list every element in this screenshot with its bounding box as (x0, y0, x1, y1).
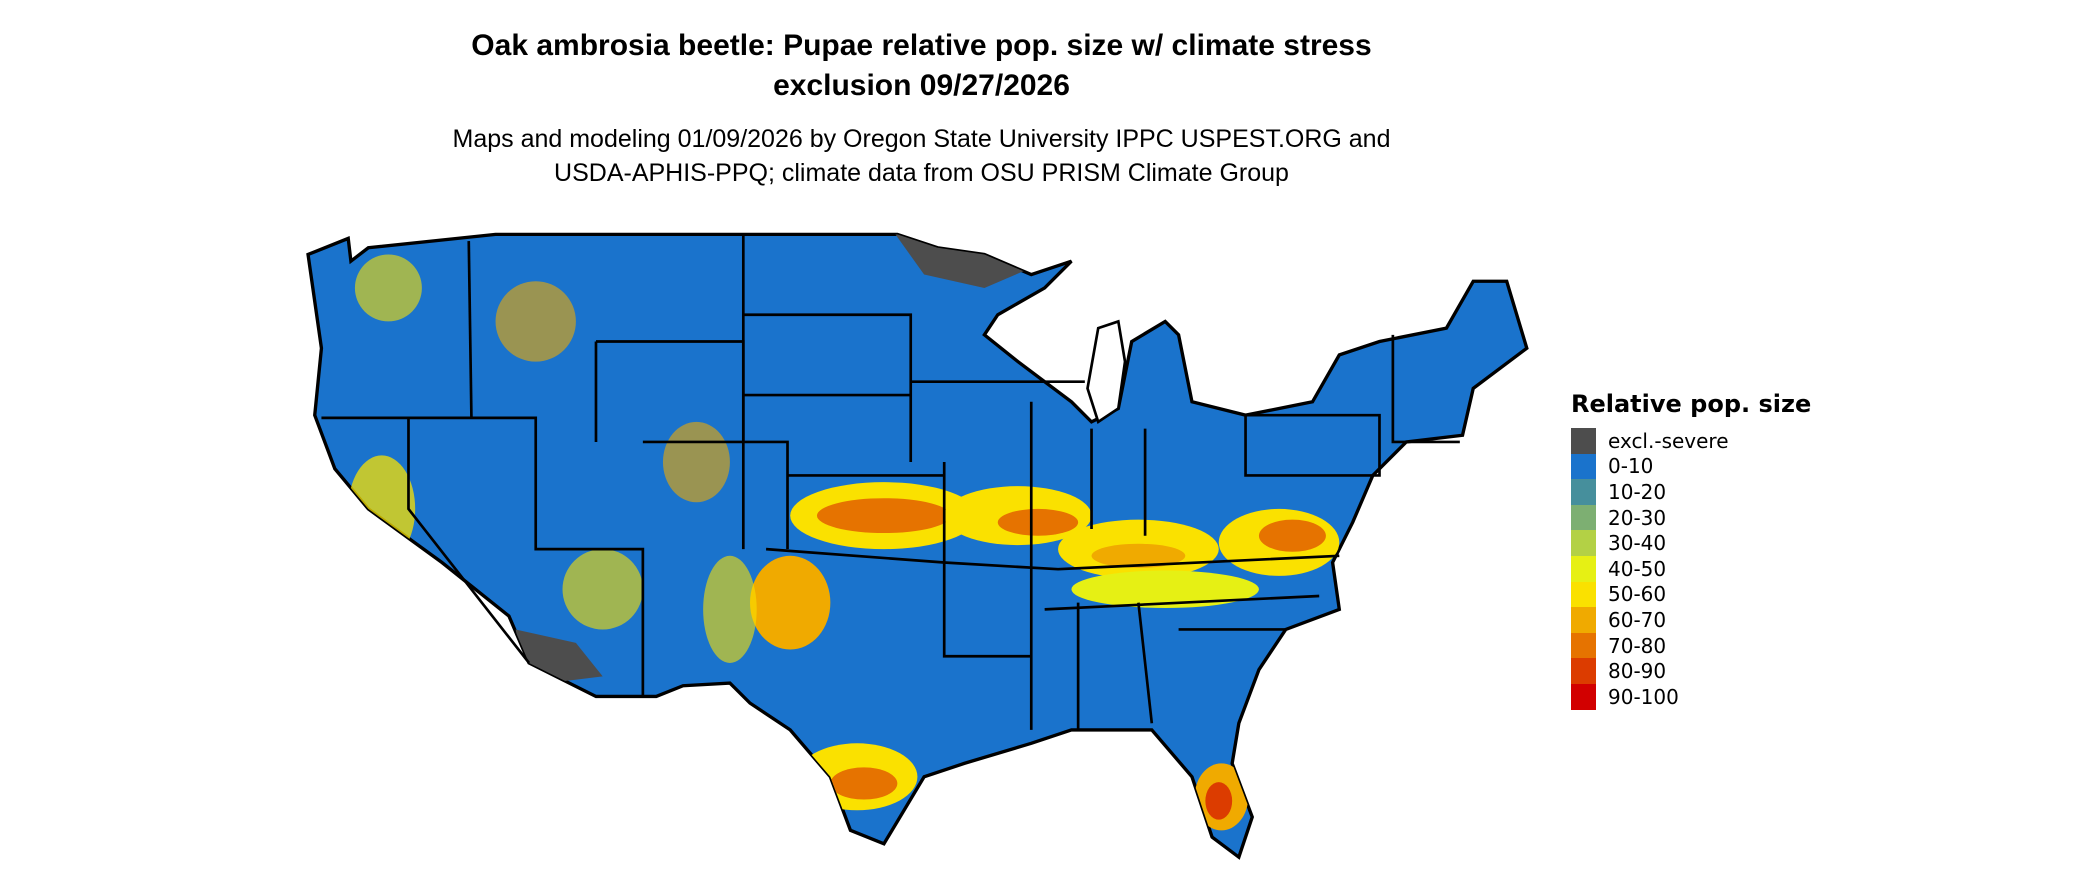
legend-label: 10-20 (1608, 479, 1667, 504)
legend-label: 50-60 (1608, 582, 1667, 607)
subtitle-line-1: Maps and modeling 01/09/2026 by Oregon S… (452, 125, 1391, 153)
legend-label: 20-30 (1608, 505, 1667, 530)
legend-swatch (1571, 479, 1596, 505)
legend-swatch (1571, 632, 1596, 659)
subtitle-line-2: USDA-APHIS-PPQ; climate data from OSU PR… (554, 159, 1289, 187)
legend-items: excl.-severe 0-10 10-20 20-30 30-40 40-50 50-6… (1571, 428, 1811, 710)
legend-item: 50-60 (1571, 581, 1811, 608)
legend-item: 80-90 (1571, 658, 1811, 684)
legend-item: 10-20 (1571, 479, 1811, 505)
population-zones (348, 234, 1340, 831)
legend-item: 70-80 (1571, 632, 1811, 659)
zone-arizona (562, 549, 643, 630)
legend-label: 80-90 (1608, 659, 1667, 684)
legend-item: excl.-severe (1571, 428, 1811, 454)
state-borders (321, 234, 1460, 730)
legend-label: 70-80 (1608, 633, 1667, 658)
zone-idaho (495, 281, 576, 362)
title-line-1: Oak ambrosia beetle: Pupae relative pop.… (471, 29, 1372, 62)
zone-texas-coast-inner (830, 767, 898, 800)
zone-tennessee (1071, 570, 1259, 609)
title-line-2: exclusion 09/27/2026 (773, 69, 1070, 102)
legend-item: 20-30 (1571, 504, 1811, 531)
map-title: Oak ambrosia beetle: Pupae relative pop.… (0, 26, 1843, 106)
legend-item: 0-10 (1571, 453, 1811, 480)
legend-label: 30-40 (1608, 531, 1667, 556)
zone-colorado (662, 421, 730, 503)
legend-label: 0-10 (1608, 454, 1654, 479)
map-subtitle: Maps and modeling 01/09/2026 by Oregon S… (0, 122, 1843, 190)
legend-swatch (1571, 607, 1596, 633)
legend-label: 60-70 (1608, 607, 1667, 632)
legend-swatch (1571, 555, 1596, 582)
legend-title: Relative pop. size (1571, 390, 1812, 418)
legend-label: 90-100 (1608, 684, 1679, 709)
legend-item: 60-70 (1571, 607, 1811, 633)
legend-label: excl.-severe (1608, 428, 1729, 453)
zone-florida-inner (1205, 782, 1233, 820)
legend-swatch (1571, 683, 1596, 710)
zone-virginia-inner (1258, 519, 1326, 552)
legend-label: 40-50 (1608, 556, 1667, 581)
legend: Relative pop. size excl.-severe 0-10 10-20… (1571, 390, 1811, 710)
zone-newmexico (703, 555, 757, 663)
legend-swatch (1571, 504, 1596, 531)
legend-swatch (1571, 453, 1596, 480)
legend-swatch (1571, 581, 1596, 608)
zone-midwest-inner (997, 508, 1079, 536)
legend-swatch (1571, 428, 1596, 454)
legend-swatch (1571, 530, 1596, 556)
zone-plains-inner (816, 498, 951, 534)
legend-swatch (1571, 658, 1596, 684)
zone-kentucky-inner (1091, 543, 1186, 568)
zone-california (348, 455, 416, 563)
zone-washington (354, 254, 422, 322)
legend-item: 30-40 (1571, 530, 1811, 556)
legend-item: 40-50 (1571, 555, 1811, 582)
legend-item: 90-100 (1571, 683, 1811, 710)
lake-michigan (1086, 319, 1127, 424)
zone-texas-north (750, 555, 831, 650)
